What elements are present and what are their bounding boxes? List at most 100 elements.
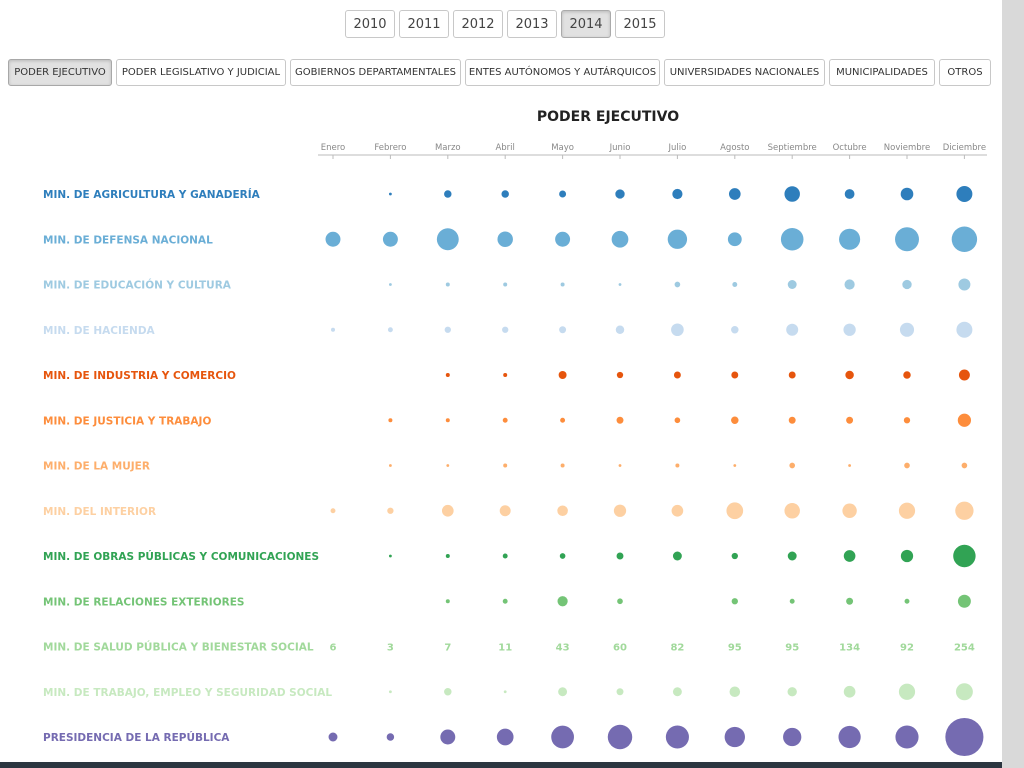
bubble[interactable] [618,464,622,467]
row-label[interactable]: MIN. DE DEFENSA NACIONAL [43,234,213,246]
bubble[interactable] [560,463,565,468]
year-button-2010[interactable]: 2010 [345,10,395,38]
bubble[interactable] [497,231,513,247]
bubble[interactable] [898,502,916,519]
bubble[interactable] [733,464,737,467]
bubble[interactable] [789,462,796,469]
bubble[interactable] [846,416,854,424]
bubble[interactable] [615,325,625,334]
bubble[interactable] [961,462,968,469]
bubble[interactable] [672,551,682,561]
bubble[interactable] [953,544,976,568]
bubble[interactable] [559,190,567,198]
year-button-2013[interactable]: 2013 [507,10,557,38]
chart-row[interactable]: MIN. DE LA MUJER [43,461,968,473]
bubble[interactable] [674,417,681,424]
bubble[interactable] [671,504,684,517]
bubble[interactable] [843,323,856,336]
bubble[interactable] [955,501,974,520]
value-label[interactable]: 6 [330,643,337,654]
year-button-2012[interactable]: 2012 [453,10,503,38]
bubble[interactable] [838,725,861,749]
bubble[interactable] [616,688,624,696]
bubble[interactable] [898,683,916,700]
bubble[interactable] [502,417,508,423]
value-label[interactable]: 134 [839,643,860,654]
bubble[interactable] [839,228,861,250]
year-button-2014[interactable]: 2014 [561,10,611,38]
bubble[interactable] [387,327,393,333]
value-label[interactable]: 254 [954,643,975,654]
bubble[interactable] [616,416,624,424]
bubble[interactable] [325,231,341,247]
bubble[interactable] [956,186,973,202]
bubble[interactable] [787,687,797,697]
chart-row[interactable]: MIN. DE OBRAS PÚBLICAS Y COMUNICACIONES [43,544,976,568]
bubble[interactable] [388,418,393,423]
chart-row[interactable]: MIN. DE INDUSTRIA Y COMERCIO [43,369,970,382]
bubble[interactable] [957,413,972,427]
bubble[interactable] [440,729,456,745]
bubble[interactable] [665,725,689,749]
bubble[interactable] [667,229,688,249]
bubble[interactable] [895,725,919,749]
bubble[interactable] [558,371,567,379]
category-municipalidades[interactable]: MUNICIPALIDADES [829,59,935,86]
bubble[interactable] [783,727,802,747]
bubble[interactable] [844,279,855,290]
bubble[interactable] [729,686,741,698]
row-label[interactable]: MIN. DEL INTERIOR [43,506,156,518]
bubble[interactable] [726,502,744,520]
bubble[interactable] [903,417,911,424]
bubble[interactable] [330,508,336,514]
bubble[interactable] [904,598,910,604]
bubble[interactable] [613,504,627,517]
bubble[interactable] [786,323,799,336]
bubble[interactable] [900,549,914,563]
row-label[interactable]: MIN. DE OBRAS PÚBLICAS Y COMUNICACIONES [43,550,319,563]
bubble[interactable] [388,192,392,196]
bubble[interactable] [842,503,857,518]
row-label[interactable]: MIN. DE RELACIONES EXTERIORES [43,596,244,608]
bubble[interactable] [615,189,625,199]
bubble[interactable] [784,186,800,202]
bubble[interactable] [444,326,451,333]
bubble[interactable] [388,554,392,558]
bubble[interactable] [844,189,855,199]
value-label[interactable]: 82 [670,643,684,654]
bubble[interactable] [502,326,509,333]
bubble[interactable] [503,463,508,468]
bubble[interactable] [557,596,568,607]
bubble[interactable] [731,326,739,334]
bubble[interactable] [502,553,508,559]
bubble[interactable] [895,227,919,252]
bubble[interactable] [724,726,745,748]
bubble[interactable] [560,417,566,423]
bubble[interactable] [732,282,738,287]
bubble[interactable] [848,464,852,467]
bubble[interactable] [958,278,971,291]
category-poder-ejecutivo[interactable]: PODER EJECUTIVO [8,59,112,86]
value-label[interactable]: 92 [900,643,914,654]
bubble[interactable] [788,416,796,424]
bubble[interactable] [731,371,739,379]
bubble[interactable] [503,282,508,287]
bubble[interactable] [388,464,392,467]
bubble[interactable] [611,230,629,248]
bubble[interactable] [388,690,392,694]
chart-row[interactable]: MIN. DE SALUD PÚBLICA Y BIENESTAR SOCIAL… [43,641,975,654]
year-button-2011[interactable]: 2011 [399,10,449,38]
bubble[interactable] [727,232,742,247]
bubble[interactable] [843,550,856,562]
bubble[interactable] [496,728,514,746]
bubble[interactable] [618,283,622,286]
row-label[interactable]: PRESIDENCIA DE LA REPÚBLICA [43,731,230,744]
bubble[interactable] [555,231,571,247]
bubble[interactable] [502,598,508,604]
chart-row[interactable]: MIN. DE JUSTICIA Y TRABAJO [43,413,972,428]
bubble[interactable] [444,688,452,696]
bubble[interactable] [501,190,509,198]
row-label[interactable]: MIN. DE TRABAJO, EMPLEO Y SEGURIDAD SOCI… [43,687,332,699]
bubble[interactable] [671,323,684,337]
bubble[interactable] [551,725,574,749]
